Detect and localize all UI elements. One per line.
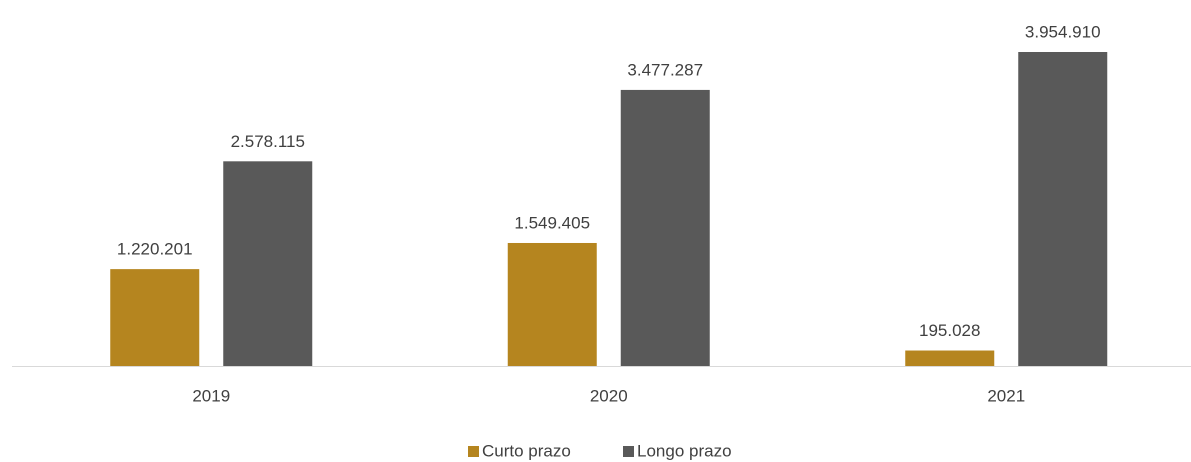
x-tick-label: 2021 [987, 386, 1025, 405]
x-tick-label: 2020 [590, 386, 628, 405]
data-label: 3.954.910 [1025, 22, 1101, 41]
data-label: 3.477.287 [627, 60, 703, 79]
legend-label: Longo prazo [637, 441, 732, 460]
bar [620, 89, 710, 366]
bar [1018, 52, 1108, 366]
legend-swatch [468, 446, 479, 457]
bar [507, 242, 597, 366]
legend-label: Curto prazo [482, 441, 571, 460]
data-label: 195.028 [919, 321, 980, 340]
data-label: 1.549.405 [514, 213, 590, 232]
bar [110, 269, 200, 366]
legend-swatch [623, 446, 634, 457]
data-label: 1.220.201 [117, 240, 193, 259]
x-tick-label: 2019 [192, 386, 230, 405]
bar [905, 350, 995, 366]
data-label: 2.578.115 [231, 132, 305, 151]
bar [223, 161, 313, 366]
